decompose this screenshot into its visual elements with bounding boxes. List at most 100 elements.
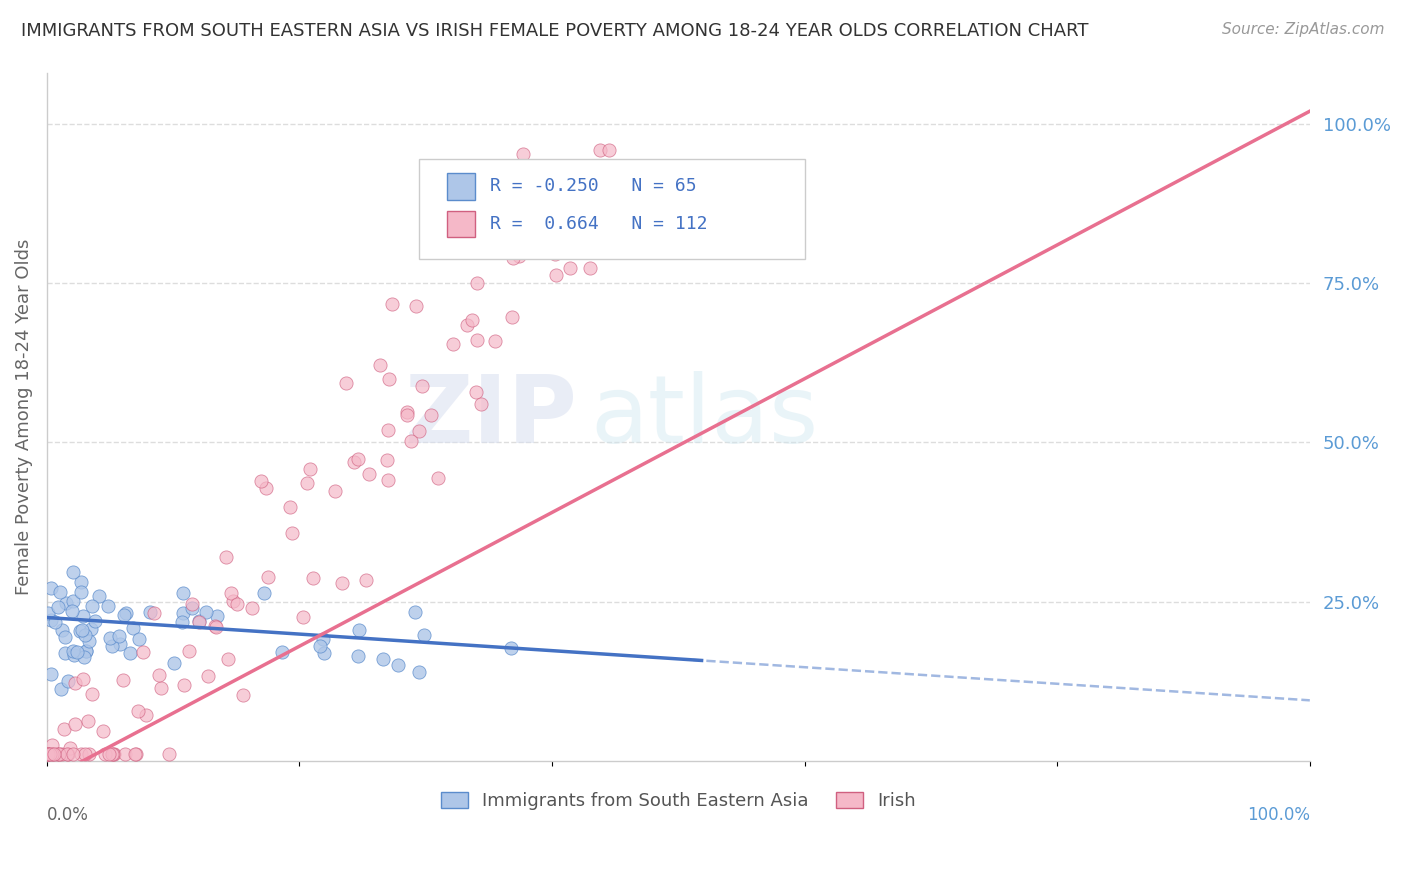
Point xyxy=(173,678,195,692)
Point xyxy=(250,474,273,488)
Point xyxy=(546,238,568,252)
Point xyxy=(561,191,583,205)
Point xyxy=(413,628,436,642)
Point xyxy=(347,623,370,637)
Point xyxy=(375,453,398,467)
Point xyxy=(347,648,370,663)
Point xyxy=(127,704,149,718)
Point xyxy=(69,747,91,762)
Point xyxy=(72,672,94,686)
Point xyxy=(63,676,86,690)
Point xyxy=(311,632,333,646)
Point xyxy=(558,261,581,276)
Point xyxy=(97,599,120,613)
Point xyxy=(499,641,522,656)
Point xyxy=(502,252,524,266)
Point xyxy=(299,462,322,476)
Point xyxy=(80,687,103,701)
Point xyxy=(53,646,76,660)
Point xyxy=(197,669,219,683)
Point xyxy=(309,640,332,654)
Point xyxy=(302,570,325,584)
Point xyxy=(62,593,84,607)
Point xyxy=(98,747,121,762)
Point xyxy=(77,747,100,762)
Point xyxy=(62,644,84,658)
Point xyxy=(179,644,201,658)
Point xyxy=(63,648,86,662)
Point xyxy=(257,569,280,583)
Point xyxy=(546,268,568,282)
Point xyxy=(596,195,619,210)
Point xyxy=(103,747,125,762)
Point xyxy=(465,276,488,290)
Point xyxy=(464,385,486,400)
FancyBboxPatch shape xyxy=(419,159,804,259)
Point xyxy=(335,376,357,391)
Point xyxy=(114,747,136,762)
Point xyxy=(142,606,165,620)
Y-axis label: Female Poverty Among 18-24 Year Olds: Female Poverty Among 18-24 Year Olds xyxy=(15,239,32,595)
Point xyxy=(101,747,124,762)
Point xyxy=(427,471,450,485)
Text: R = -0.250   N = 65: R = -0.250 N = 65 xyxy=(491,178,697,195)
Point xyxy=(312,646,335,660)
Point xyxy=(395,409,418,423)
Point xyxy=(41,738,63,752)
Point xyxy=(120,646,142,660)
Point xyxy=(215,549,238,564)
Point xyxy=(87,589,110,603)
Point xyxy=(404,605,426,619)
Text: 100.0%: 100.0% xyxy=(1247,805,1310,823)
Point xyxy=(70,585,93,599)
Point xyxy=(59,740,82,755)
Point xyxy=(180,597,202,611)
Point xyxy=(75,643,97,657)
Point xyxy=(204,618,226,632)
Point xyxy=(62,565,84,579)
Point xyxy=(381,297,404,311)
Point xyxy=(70,575,93,590)
Point xyxy=(122,621,145,635)
Text: IMMIGRANTS FROM SOUTH EASTERN ASIA VS IRISH FEMALE POVERTY AMONG 18-24 YEAR OLDS: IMMIGRANTS FROM SOUTH EASTERN ASIA VS IR… xyxy=(21,22,1088,40)
Point xyxy=(38,747,60,762)
Point xyxy=(281,525,304,540)
Point xyxy=(232,688,254,702)
Point xyxy=(441,337,464,351)
Point xyxy=(470,397,492,411)
Point xyxy=(579,260,602,275)
Point xyxy=(139,605,162,619)
Point xyxy=(49,584,72,599)
Point xyxy=(172,606,194,620)
Point xyxy=(574,223,596,237)
Point xyxy=(98,631,121,645)
Point xyxy=(124,747,146,762)
Point xyxy=(62,747,84,762)
Point xyxy=(461,313,484,327)
Point xyxy=(501,310,523,325)
Point xyxy=(163,657,186,671)
Point xyxy=(56,747,79,762)
Point xyxy=(508,207,530,221)
Point xyxy=(37,747,59,762)
Point xyxy=(65,717,87,731)
Point xyxy=(77,633,100,648)
Point xyxy=(181,600,204,615)
Point xyxy=(512,147,534,161)
Point xyxy=(187,615,209,629)
Point xyxy=(114,607,136,621)
Point xyxy=(221,594,243,608)
Point xyxy=(484,334,506,348)
Point xyxy=(73,650,96,665)
Point xyxy=(37,606,59,620)
Point xyxy=(52,722,75,736)
Point xyxy=(323,483,346,498)
Point xyxy=(544,247,567,261)
Point xyxy=(49,681,72,696)
Point xyxy=(150,681,173,695)
Point xyxy=(66,645,89,659)
Point xyxy=(544,218,567,232)
Point xyxy=(207,609,229,624)
Point xyxy=(42,747,65,762)
Point xyxy=(368,358,391,372)
